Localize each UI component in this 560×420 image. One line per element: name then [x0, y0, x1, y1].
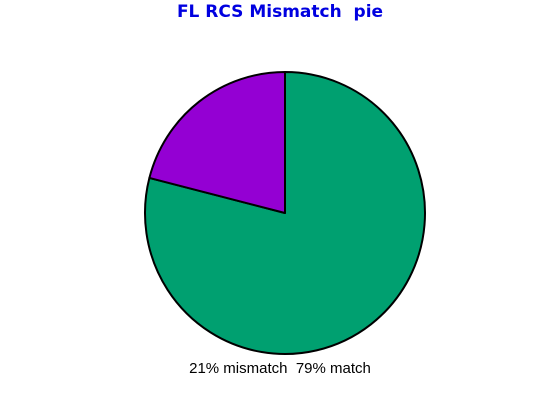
pie-caption: 21% mismatch 79% match	[0, 360, 560, 378]
pie-slice-mismatch	[148, 71, 286, 214]
slice-label-mismatch: 21% mismatch	[189, 360, 288, 377]
slice-label-match: 79% match	[295, 360, 371, 377]
chart-title: FL RCS Mismatch pie	[176, 2, 384, 22]
pie-slices	[144, 71, 426, 355]
